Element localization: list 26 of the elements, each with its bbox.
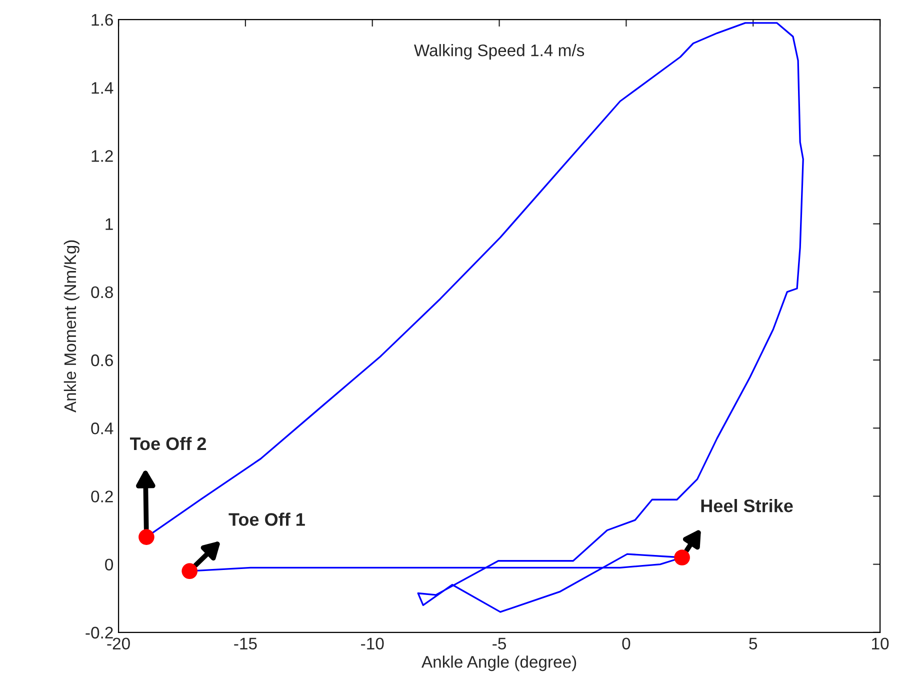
text: Walking Speed 1.4 m/s	[414, 44, 584, 60]
y-tick-label: 1.2	[92, 150, 113, 162]
x-tick-label: 5	[749, 638, 758, 650]
y-tick-label: 0.8	[91, 286, 113, 298]
annotation: Toe Off 2	[130, 436, 206, 450]
y-tick-label: 1.4	[92, 82, 114, 94]
x-tick-label: -20	[107, 638, 130, 650]
x-axis-title: Ankle Angle (degree)	[422, 656, 576, 672]
y-tick-label: 0	[105, 558, 114, 570]
y-tick-label: 1.6	[92, 14, 113, 26]
annotation: Toe Off 1	[228, 512, 305, 526]
x-tick-label: -10	[361, 638, 384, 650]
x-tick-label: -5	[492, 638, 506, 650]
x-tick-label: 10	[872, 638, 889, 650]
y-tick-label: 1	[106, 218, 113, 230]
y-tick-label: 0.6	[91, 354, 113, 366]
point	[674, 550, 690, 566]
x-tick-label: 0	[622, 638, 630, 650]
y-tick-label: 0.4	[91, 422, 114, 434]
x-tick-label: -15	[234, 638, 257, 650]
point	[182, 563, 198, 580]
y-tick-label: 0.2	[91, 490, 113, 502]
annotation: Heel Strike	[701, 498, 793, 512]
y-tick-label: -0.2	[86, 626, 113, 639]
point	[138, 529, 154, 545]
y-axis-title: Ankle Moment (Nm/Kg)	[64, 240, 80, 413]
